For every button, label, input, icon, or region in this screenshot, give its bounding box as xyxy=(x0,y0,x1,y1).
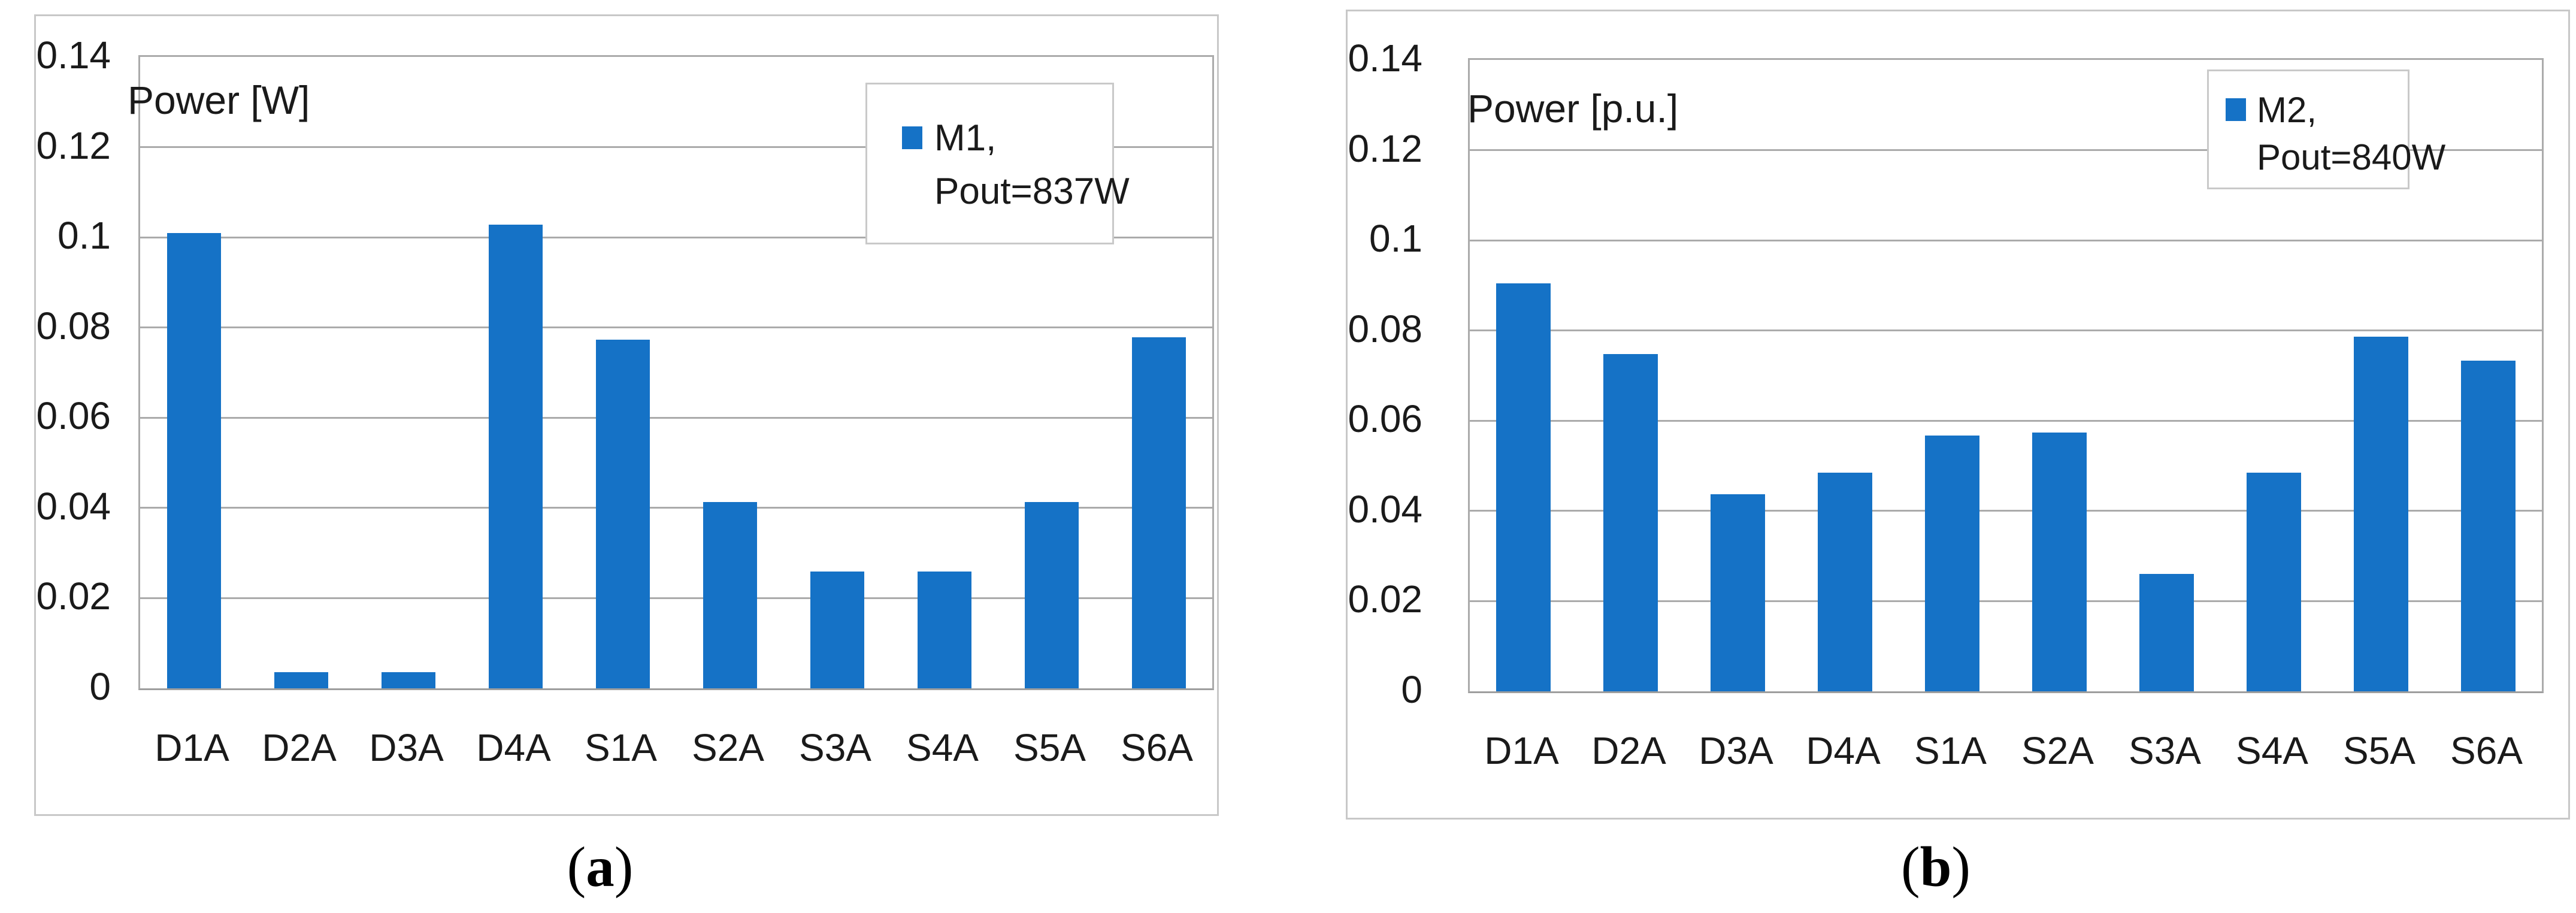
bar-S6A xyxy=(2461,361,2516,691)
x-axis-label: D3A xyxy=(369,726,444,769)
legend-entry-wrap: Pout=840W xyxy=(2226,134,2445,182)
y-axis-label: 0.04 xyxy=(36,484,111,528)
legend-label-line1: M1, xyxy=(934,117,997,159)
x-axis-label: D3A xyxy=(1699,729,1773,772)
caption-a: (a) xyxy=(34,834,1166,900)
x-axis-label: S5A xyxy=(1013,726,1086,769)
x-axis-label: S5A xyxy=(2343,729,2415,772)
caption-b-letter: b xyxy=(1920,835,1952,899)
y-axis-label: 0 xyxy=(1401,668,1422,711)
x-axis-label: S3A xyxy=(2129,729,2201,772)
x-axis-label: S4A xyxy=(906,726,979,769)
y-axis-label: 0.08 xyxy=(1348,307,1422,350)
y-axis-label: 0.02 xyxy=(36,575,111,618)
gridline xyxy=(140,326,1212,329)
x-axis-label: S1A xyxy=(585,726,657,769)
gridline xyxy=(1470,510,2542,512)
bar-D2A xyxy=(1603,353,1658,691)
chart-b: Power [p.u.] M2, Pout=840W 0 0.02 0.04 0.06… xyxy=(1346,10,2570,820)
caption-a-letter: a xyxy=(586,835,615,899)
y-axis-label: 0.08 xyxy=(36,304,111,347)
caption-b-close-paren: ) xyxy=(1951,835,1971,899)
gridline xyxy=(1470,149,2542,152)
y-axis-label: 0.06 xyxy=(36,394,111,438)
x-axis-label: S4A xyxy=(2236,729,2308,772)
chart-a: Power [W] M1, Pout=837W 0 0.02 0.04 0.06 0.0… xyxy=(34,14,1219,816)
plot-area xyxy=(138,55,1214,690)
y-axis-label: 0.02 xyxy=(1348,578,1422,621)
bar-D3A xyxy=(1711,494,1765,691)
legend-entry-wrap: Pout=837W xyxy=(902,165,1130,219)
caption-a-close-paren: ) xyxy=(614,835,634,899)
x-axis-label: D1A xyxy=(1484,729,1559,772)
bar-S5A xyxy=(1024,502,1079,688)
x-axis-label: D2A xyxy=(262,726,337,769)
x-axis-label: S6A xyxy=(1121,726,1193,769)
x-axis-label: S6A xyxy=(2450,729,2523,772)
bar-S1A xyxy=(595,340,650,688)
bar-D4A xyxy=(1818,472,1872,691)
bar-D3A xyxy=(381,672,435,688)
y-axis-label: 0.1 xyxy=(1369,217,1422,261)
x-axis-label: S2A xyxy=(692,726,764,769)
gridline xyxy=(140,507,1212,509)
x-axis-label: D4A xyxy=(1806,729,1881,772)
x-axis-label: D1A xyxy=(155,726,229,769)
gridline xyxy=(140,597,1212,599)
gridline xyxy=(140,236,1212,238)
x-axis-label: S3A xyxy=(799,726,871,769)
bar-D2A xyxy=(274,672,328,688)
bar-S3A xyxy=(2139,574,2194,691)
legend-label-line2: Pout=837W xyxy=(934,171,1130,212)
y-axis-label: 0.1 xyxy=(57,214,111,258)
y-axis-label: 0.14 xyxy=(1348,37,1422,80)
gridline xyxy=(1470,239,2542,241)
caption-b: (b) xyxy=(1346,834,2526,900)
gridline xyxy=(1470,419,2542,422)
bar-S6A xyxy=(1131,337,1186,688)
legend-label-line2: Pout=840W xyxy=(2257,137,2446,177)
bar-S1A xyxy=(1925,436,1979,691)
legend-entry: M2, xyxy=(2226,86,2408,134)
x-axis-label: D4A xyxy=(476,726,551,769)
bar-S5A xyxy=(2354,336,2408,691)
gridline xyxy=(1470,600,2542,602)
y-axis-label: 0.14 xyxy=(36,34,111,77)
y-axis-label: 0 xyxy=(89,665,111,708)
bar-S2A xyxy=(703,502,757,688)
bar-D4A xyxy=(488,225,543,688)
legend-marker-icon xyxy=(2226,98,2246,121)
legend: M2, Pout=840W xyxy=(2207,69,2445,189)
gridline xyxy=(140,416,1212,419)
x-axis-label: S1A xyxy=(1914,729,1987,772)
y-axis-label: 0.12 xyxy=(1348,126,1422,170)
legend-label-line1: M2, xyxy=(2257,89,2317,130)
axis-title: Power [W] xyxy=(128,78,310,122)
x-axis-label: D2A xyxy=(1591,729,1666,772)
bar-S2A xyxy=(2032,432,2087,691)
caption-a-open-paren: ( xyxy=(567,835,586,899)
bar-D1A xyxy=(1496,283,1551,691)
x-axis-label: S2A xyxy=(2021,729,2094,772)
gridline xyxy=(1470,329,2542,332)
y-axis-label: 0.04 xyxy=(1348,487,1422,531)
legend: M1, Pout=837W xyxy=(865,83,1130,244)
legend-marker-icon xyxy=(902,126,922,149)
plot-area xyxy=(1468,58,2544,693)
axis-title: Power [p.u.] xyxy=(1467,86,1679,131)
bar-S4A xyxy=(917,572,971,688)
bar-S3A xyxy=(810,572,864,688)
y-axis-label: 0.12 xyxy=(36,123,111,167)
bar-S4A xyxy=(2247,472,2301,691)
gridline xyxy=(140,146,1212,149)
bar-D1A xyxy=(167,232,221,688)
y-axis-label: 0.06 xyxy=(1348,397,1422,441)
legend-entry: M1, xyxy=(902,111,1112,165)
caption-b-open-paren: ( xyxy=(1900,835,1920,899)
